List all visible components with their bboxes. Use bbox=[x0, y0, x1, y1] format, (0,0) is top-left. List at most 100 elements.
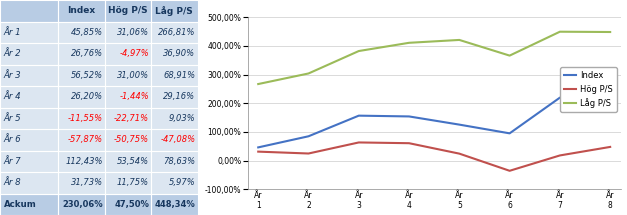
Låg P/S bbox=[405, 41, 413, 44]
Line: Låg P/S: Låg P/S bbox=[258, 32, 610, 84]
Index bbox=[456, 123, 463, 126]
Hög P/S bbox=[255, 150, 262, 153]
Text: 26,20%: 26,20% bbox=[71, 92, 103, 101]
Bar bbox=[0, 0, 58, 22]
Bar bbox=[105, 0, 151, 22]
Text: -4,97%: -4,97% bbox=[119, 49, 149, 58]
Bar bbox=[58, 43, 105, 64]
Index bbox=[506, 132, 514, 135]
Bar bbox=[0, 172, 58, 194]
Bar bbox=[105, 64, 151, 86]
Låg P/S bbox=[606, 31, 614, 33]
Bar bbox=[58, 172, 105, 194]
Bar bbox=[151, 22, 198, 43]
Bar bbox=[151, 43, 198, 64]
Hög P/S bbox=[606, 146, 614, 148]
Låg P/S bbox=[305, 72, 312, 75]
Bar bbox=[58, 129, 105, 150]
Låg P/S bbox=[456, 39, 463, 41]
Text: -57,87%: -57,87% bbox=[68, 135, 103, 144]
Bar bbox=[105, 129, 151, 150]
Text: 53,54%: 53,54% bbox=[117, 157, 149, 166]
Bar bbox=[58, 194, 105, 215]
Text: 45,85%: 45,85% bbox=[71, 28, 103, 37]
Text: -11,55%: -11,55% bbox=[68, 114, 103, 123]
Bar bbox=[151, 0, 198, 22]
Text: 9,03%: 9,03% bbox=[169, 114, 196, 123]
Text: Index: Index bbox=[68, 6, 95, 15]
Bar bbox=[105, 194, 151, 215]
Text: -22,71%: -22,71% bbox=[114, 114, 149, 123]
Text: -50,75%: -50,75% bbox=[114, 135, 149, 144]
Bar bbox=[0, 22, 58, 43]
Index bbox=[405, 115, 413, 118]
Låg P/S bbox=[355, 50, 362, 52]
Bar bbox=[105, 43, 151, 64]
Låg P/S bbox=[506, 54, 514, 57]
Index bbox=[305, 135, 312, 138]
Bar bbox=[58, 64, 105, 86]
Bar bbox=[58, 86, 105, 108]
Bar bbox=[0, 43, 58, 64]
Bar bbox=[151, 64, 198, 86]
Text: År 3: År 3 bbox=[4, 71, 21, 80]
Text: År 4: År 4 bbox=[4, 92, 21, 101]
Bar bbox=[58, 0, 105, 22]
Text: Ackum: Ackum bbox=[4, 200, 37, 209]
Bar bbox=[58, 150, 105, 172]
Text: 448,34%: 448,34% bbox=[155, 200, 196, 209]
Line: Hög P/S: Hög P/S bbox=[258, 143, 610, 171]
Text: Låg P/S: Låg P/S bbox=[155, 6, 193, 16]
Index bbox=[606, 93, 614, 96]
Text: 78,63%: 78,63% bbox=[164, 157, 196, 166]
Index bbox=[556, 96, 564, 99]
Låg P/S bbox=[255, 83, 262, 85]
Bar bbox=[151, 194, 198, 215]
Bar bbox=[0, 194, 58, 215]
Hög P/S bbox=[556, 154, 564, 157]
Text: År 2: År 2 bbox=[4, 49, 21, 58]
Bar bbox=[105, 86, 151, 108]
Text: År 7: År 7 bbox=[4, 157, 21, 166]
Bar bbox=[58, 22, 105, 43]
Text: Hög P/S: Hög P/S bbox=[108, 6, 148, 15]
Bar bbox=[105, 150, 151, 172]
Hög P/S bbox=[456, 152, 463, 155]
Text: -47,08%: -47,08% bbox=[161, 135, 196, 144]
Text: 230,06%: 230,06% bbox=[62, 200, 103, 209]
Text: 112,43%: 112,43% bbox=[65, 157, 103, 166]
Text: 31,73%: 31,73% bbox=[71, 178, 103, 187]
Text: 5,97%: 5,97% bbox=[169, 178, 196, 187]
Hög P/S bbox=[305, 152, 312, 155]
Bar bbox=[0, 64, 58, 86]
Bar bbox=[0, 150, 58, 172]
Bar bbox=[151, 150, 198, 172]
Text: 266,81%: 266,81% bbox=[158, 28, 196, 37]
Hög P/S bbox=[405, 142, 413, 144]
Text: 56,52%: 56,52% bbox=[71, 71, 103, 80]
Bar bbox=[105, 22, 151, 43]
Låg P/S bbox=[556, 30, 564, 33]
Text: 47,50%: 47,50% bbox=[114, 200, 149, 209]
Line: Index: Index bbox=[258, 95, 610, 147]
Bar bbox=[105, 108, 151, 129]
Text: År 1: År 1 bbox=[4, 28, 21, 37]
Text: 31,00%: 31,00% bbox=[117, 71, 149, 80]
Text: År 8: År 8 bbox=[4, 178, 21, 187]
Bar bbox=[151, 108, 198, 129]
Hög P/S bbox=[355, 141, 362, 144]
Text: 31,06%: 31,06% bbox=[117, 28, 149, 37]
Text: 68,91%: 68,91% bbox=[164, 71, 196, 80]
Bar bbox=[0, 86, 58, 108]
Bar bbox=[0, 108, 58, 129]
Text: 26,76%: 26,76% bbox=[71, 49, 103, 58]
Index bbox=[355, 114, 362, 117]
Bar bbox=[151, 86, 198, 108]
Text: År 6: År 6 bbox=[4, 135, 21, 144]
Text: 11,75%: 11,75% bbox=[117, 178, 149, 187]
Text: -1,44%: -1,44% bbox=[119, 92, 149, 101]
Index bbox=[255, 146, 262, 149]
Bar bbox=[0, 129, 58, 150]
Text: 29,16%: 29,16% bbox=[164, 92, 196, 101]
Legend: Index, Hög P/S, Låg P/S: Index, Hög P/S, Låg P/S bbox=[561, 67, 616, 112]
